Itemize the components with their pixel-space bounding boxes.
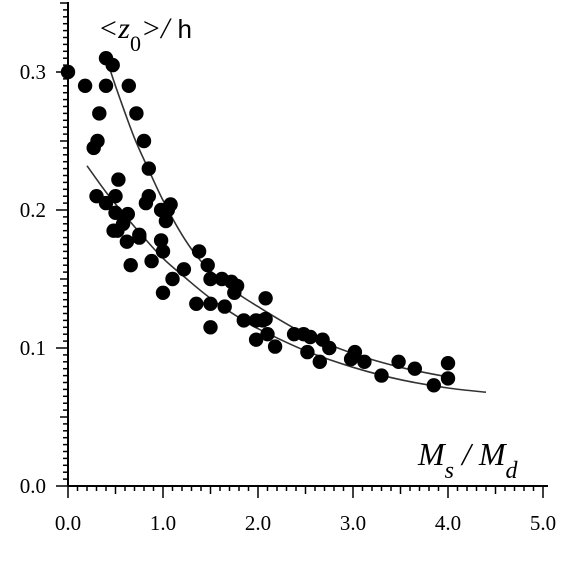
- data-point: [248, 332, 264, 347]
- y-tick-label: 0.3: [20, 60, 46, 84]
- data-point: [203, 271, 218, 287]
- data-point: [123, 258, 138, 273]
- y-tick-label: 0.1: [20, 336, 46, 360]
- data-point: [153, 233, 169, 248]
- data-point: [426, 378, 441, 393]
- x-tick-label: 2.0: [245, 511, 271, 535]
- data-point: [136, 133, 152, 149]
- data-point: [108, 189, 123, 204]
- x-tick-label: 0.0: [55, 511, 81, 535]
- data-point: [60, 64, 76, 80]
- data-point: [300, 344, 315, 360]
- fit-curves: [86, 71, 487, 393]
- data-point: [200, 258, 215, 273]
- data-point: [163, 197, 178, 212]
- data-point: [236, 313, 251, 328]
- data-point: [258, 311, 273, 327]
- data-point: [203, 320, 218, 335]
- data-point: [347, 344, 363, 360]
- data-point: [111, 172, 126, 187]
- tick-labels: 0.0 1.0 2.0 3.0 4.0 5.0 0.0 0.1 0.2 0.3: [20, 60, 556, 535]
- data-point: [105, 57, 120, 73]
- data-point: [374, 368, 389, 383]
- data-point: [440, 356, 456, 371]
- data-point: [141, 161, 156, 176]
- data-point: [155, 244, 171, 259]
- y-tick-label: 0.0: [20, 474, 46, 498]
- x-tick-label: 1.0: [150, 511, 176, 535]
- data-point: [119, 234, 135, 249]
- data-point: [98, 78, 114, 94]
- y-tick-label: 0.2: [20, 198, 46, 222]
- data-point: [155, 285, 171, 300]
- data-point: [77, 78, 93, 94]
- data-point: [158, 213, 174, 229]
- data-point: [303, 329, 318, 345]
- data-point: [391, 354, 406, 369]
- data-point: [141, 189, 156, 204]
- data-point: [440, 371, 456, 386]
- x-tick-label: 5.0: [530, 511, 556, 535]
- data-point: [217, 299, 232, 314]
- data-point: [176, 262, 192, 277]
- data-point: [132, 230, 147, 245]
- data-point: [129, 106, 144, 121]
- data-point: [267, 339, 283, 354]
- data-point: [92, 106, 107, 121]
- data-point: [260, 327, 275, 342]
- data-point: [144, 253, 159, 269]
- data-point: [312, 354, 327, 369]
- data-point: [229, 278, 245, 294]
- data-point: [165, 271, 180, 287]
- data-point: [191, 244, 207, 259]
- data-point: [189, 296, 204, 311]
- y-axis-label: <z0>/h: [98, 12, 192, 56]
- ticks: [56, 2, 544, 498]
- data-point: [108, 205, 123, 220]
- x-tick-label: 3.0: [340, 511, 366, 535]
- x-axis-label: Ms / Md: [417, 436, 519, 484]
- x-tick-label: 4.0: [435, 511, 461, 535]
- data-point: [258, 291, 273, 306]
- data-point: [407, 361, 422, 376]
- data-point: [121, 78, 136, 94]
- data-point: [357, 354, 372, 369]
- data-point: [120, 206, 135, 222]
- data-point: [322, 340, 337, 356]
- data-point: [203, 296, 218, 311]
- data-point: [90, 133, 105, 149]
- data-points: [60, 51, 456, 393]
